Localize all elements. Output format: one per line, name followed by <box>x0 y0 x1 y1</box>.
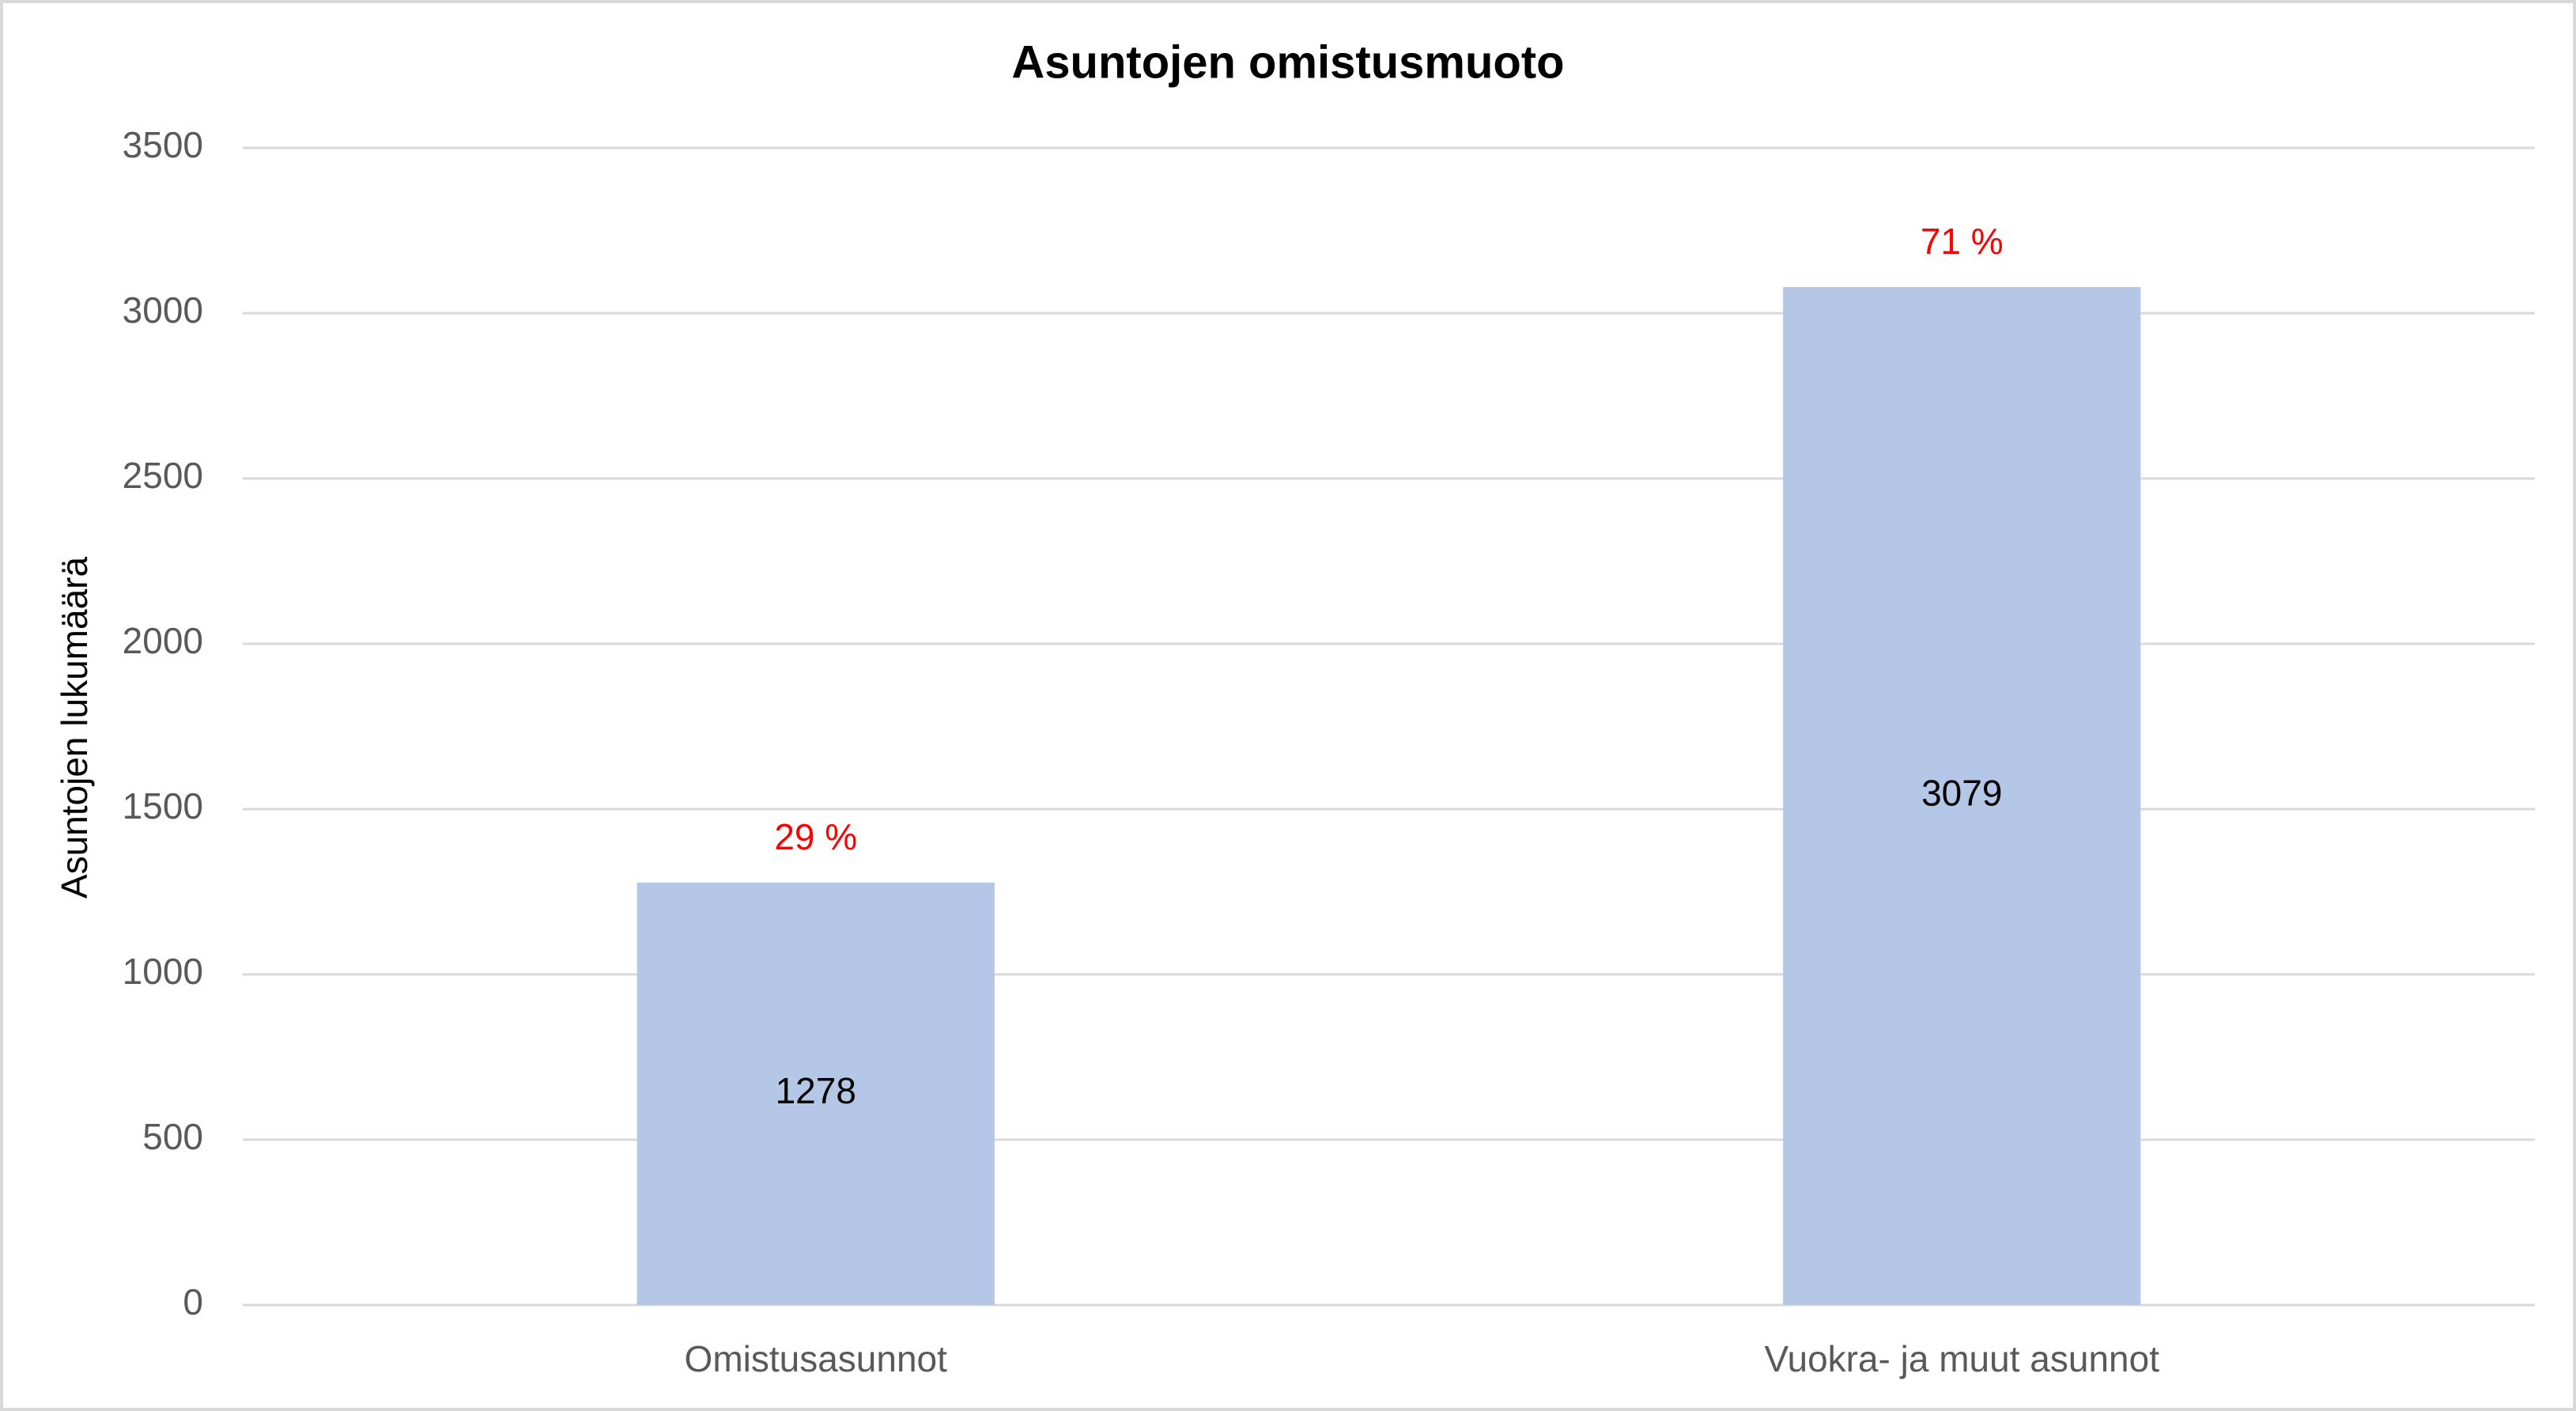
y-tick-label: 1000 <box>123 951 203 992</box>
y-tick-label: 2000 <box>123 620 203 661</box>
bar <box>1783 286 2141 1305</box>
chart-title: Asuntojen omistusmuoto <box>1011 36 1564 88</box>
x-tick-label: Omistusasunnot <box>685 1338 948 1379</box>
y-axis-title: Asuntojen lukumäärä <box>54 557 95 899</box>
y-tick-label: 1500 <box>123 785 203 827</box>
percent-label: 29 % <box>774 816 857 857</box>
percent-label: 71 % <box>1921 221 2004 262</box>
value-label: 3079 <box>1921 773 2002 814</box>
y-tick-label: 0 <box>183 1281 203 1322</box>
y-tick-label: 3000 <box>123 289 203 331</box>
value-label: 1278 <box>776 1070 856 1111</box>
y-tick-label: 2500 <box>123 455 203 496</box>
bar <box>636 882 995 1305</box>
y-tick-label: 3500 <box>123 124 203 165</box>
y-tick-label: 500 <box>142 1116 203 1157</box>
x-tick-label: Vuokra- ja muut asunnot <box>1765 1338 2160 1379</box>
